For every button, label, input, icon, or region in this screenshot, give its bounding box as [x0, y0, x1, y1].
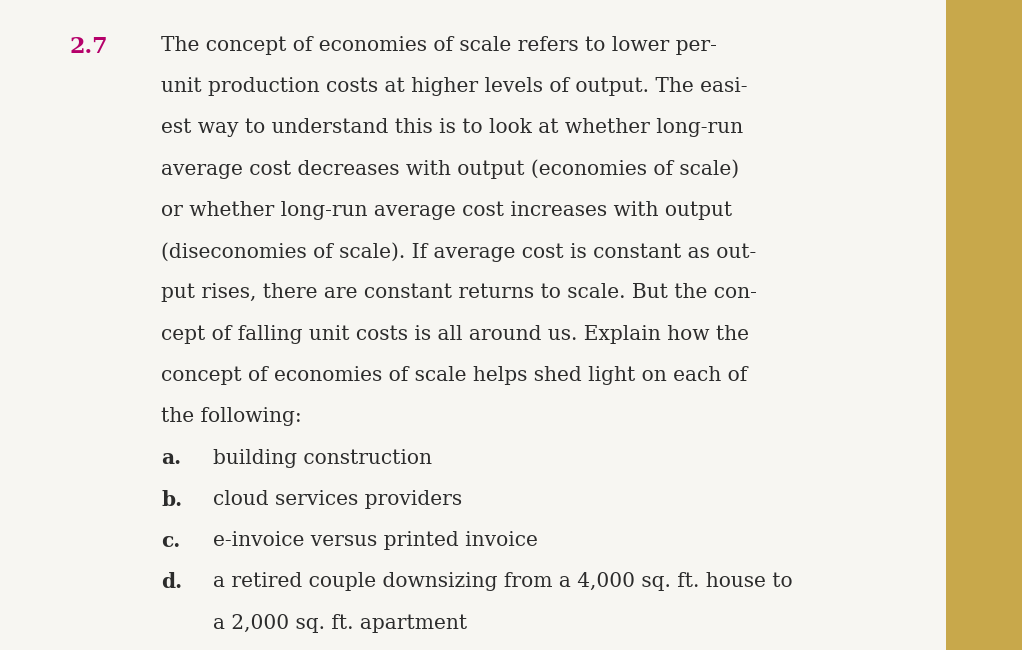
Text: cloud services providers: cloud services providers — [213, 490, 462, 509]
Text: 2.7: 2.7 — [69, 36, 108, 58]
Text: ru: ru — [953, 111, 1007, 153]
Text: put rises, there are constant returns to scale. But the con-: put rises, there are constant returns to… — [161, 283, 757, 302]
Text: c.: c. — [161, 531, 181, 551]
Text: cept of falling unit costs is all around us. Explain how the: cept of falling unit costs is all around… — [161, 325, 749, 344]
Text: L: L — [953, 29, 986, 81]
Text: est way to understand this is to look at whether long-run: est way to understand this is to look at… — [161, 118, 744, 137]
Text: unit production costs at higher levels of output. The easi-: unit production costs at higher levels o… — [161, 77, 748, 96]
Text: or whether long-run average cost increases with output: or whether long-run average cost increas… — [161, 201, 733, 220]
Text: a 2,000 sq. ft. apartment: a 2,000 sq. ft. apartment — [213, 614, 467, 632]
Text: the following:: the following: — [161, 407, 303, 426]
Text: building construction: building construction — [213, 448, 431, 467]
Text: The concept of economies of scale refers to lower per-: The concept of economies of scale refers… — [161, 36, 717, 55]
Text: e-invoice versus printed invoice: e-invoice versus printed invoice — [213, 531, 538, 550]
Text: (diseconomies of scale). If average cost is constant as out-: (diseconomies of scale). If average cost… — [161, 242, 756, 262]
Text: a.: a. — [161, 448, 182, 469]
Text: b.: b. — [161, 490, 183, 510]
Text: concept of economies of scale helps shed light on each of: concept of economies of scale helps shed… — [161, 366, 748, 385]
Text: d.: d. — [161, 573, 183, 592]
Text: average cost decreases with output (economies of scale): average cost decreases with output (econ… — [161, 160, 740, 179]
Text: a retired couple downsizing from a 4,000 sq. ft. house to: a retired couple downsizing from a 4,000… — [213, 573, 792, 592]
